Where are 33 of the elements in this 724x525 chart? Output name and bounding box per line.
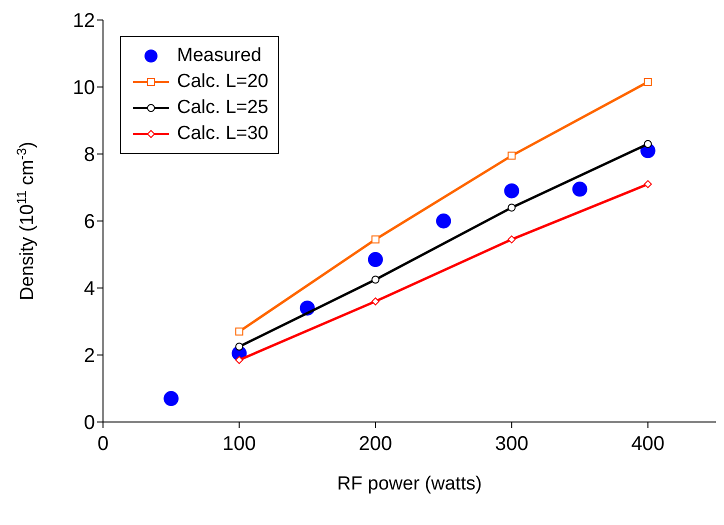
point <box>508 152 516 160</box>
point <box>235 342 244 351</box>
x-tick-label: 300 <box>494 433 528 456</box>
x-tick-label: 400 <box>631 433 665 456</box>
point <box>508 235 516 244</box>
point <box>436 214 452 228</box>
legend-label: Calc. L=30 <box>177 123 268 145</box>
y-tick-label: 2 <box>84 345 95 368</box>
y-tick-label: 8 <box>84 144 95 166</box>
point <box>371 235 380 244</box>
point <box>572 182 588 197</box>
x-tick-label: 200 <box>358 433 392 456</box>
point <box>644 140 652 148</box>
y-tick-label: 4 <box>84 278 95 300</box>
point <box>504 183 520 198</box>
x-tick-label: 100 <box>222 433 256 456</box>
point <box>644 180 652 188</box>
point <box>164 391 179 406</box>
point <box>235 356 244 364</box>
point <box>371 297 380 306</box>
x-axis-title: RF power (watts) <box>337 473 482 494</box>
point <box>371 276 380 284</box>
y-tick-label: 12 <box>72 10 95 32</box>
legend-label: Calc. L=25 <box>177 97 268 119</box>
legend-label: Measured <box>177 45 262 67</box>
point <box>368 252 383 268</box>
point <box>508 204 516 212</box>
point <box>644 78 652 86</box>
point <box>235 328 244 336</box>
y-tick-label: 10 <box>72 77 95 100</box>
legend-label: Calc. L=20 <box>177 71 268 93</box>
y-tick-label: 6 <box>84 211 95 234</box>
y-tick-label: 0 <box>84 412 95 434</box>
